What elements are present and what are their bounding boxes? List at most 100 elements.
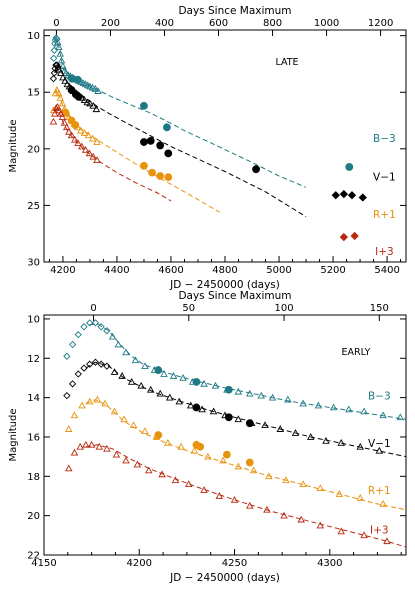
plot-area (49, 34, 367, 242)
data-point-triangle (345, 405, 353, 413)
data-point-circle (196, 442, 205, 451)
data-point-triangle (137, 381, 145, 389)
data-point-triangle (78, 142, 86, 150)
data-point-diamond (91, 319, 100, 327)
data-point-triangle (145, 466, 153, 474)
data-point-circle (140, 138, 148, 146)
x2-tick-label: 200 (101, 18, 120, 29)
y-tick-label: 16 (27, 432, 40, 443)
data-point-triangle (268, 393, 277, 401)
data-point-triangle (230, 495, 239, 503)
series-label-b-3: B−3 (368, 391, 391, 403)
data-point-diamond (103, 327, 111, 335)
data-point-triangle (129, 421, 138, 429)
y-tick-label: 22 (27, 551, 40, 562)
x2-tick-label: 0 (53, 18, 59, 29)
x2-tick-label: 400 (155, 18, 174, 29)
data-point-triangle (71, 135, 79, 143)
series-i-3 (65, 440, 406, 548)
data-point-triangle (211, 381, 220, 389)
data-point-triangle (329, 403, 338, 411)
data-point-triangle (74, 139, 82, 147)
x2-tick-label: 800 (263, 18, 282, 29)
data-point-triangle (322, 436, 330, 444)
data-point-triangle (67, 131, 76, 139)
y-tick-label: 20 (27, 144, 40, 155)
plot-area (63, 319, 406, 548)
y-tick-label: 10 (27, 314, 40, 325)
y-tick-label: 12 (27, 354, 40, 365)
series-label-r-1: R+1 (368, 485, 391, 497)
data-point-triangle (299, 480, 307, 488)
data-point-triangle (85, 149, 94, 157)
data-point-triangle (356, 494, 365, 501)
data-point-filled-diamond (339, 232, 349, 242)
data-point-triangle (234, 462, 243, 470)
data-point-circle (164, 173, 173, 182)
data-point-triangle (87, 440, 96, 448)
data-point-triangle (89, 152, 97, 160)
data-point-diamond (91, 358, 100, 366)
y-tick-label: 30 (27, 258, 40, 269)
x2-axis-label: Days Since Maximum (178, 5, 291, 17)
data-point-triangle (141, 362, 149, 369)
data-point-triangle (209, 407, 218, 415)
data-point-triangle (190, 446, 199, 454)
series-label-b-3: B−3 (373, 133, 396, 145)
series-r-1 (65, 395, 406, 511)
model-curve-i-3 (85, 444, 406, 548)
data-point-triangle (291, 429, 300, 436)
data-point-triangle (127, 377, 136, 385)
data-point-diamond (63, 352, 71, 360)
data-point-triangle (171, 476, 180, 484)
data-point-triangle (94, 87, 102, 94)
data-point-triangle (379, 411, 387, 419)
data-point-triangle (337, 438, 345, 446)
data-point-triangle (56, 93, 64, 101)
series-label-i-3: I+3 (375, 246, 394, 258)
y-tick-label: 14 (27, 393, 40, 404)
x2-tick-label: 50 (182, 303, 195, 314)
data-point-circle (224, 385, 233, 394)
data-point-triangle (120, 415, 128, 423)
series-v-1 (63, 358, 406, 458)
data-point-triangle (146, 385, 155, 393)
data-point-triangle (165, 393, 174, 401)
series-b-3 (50, 34, 354, 188)
data-point-circle (164, 149, 173, 158)
data-point-triangle (234, 415, 243, 423)
data-point-diamond (80, 323, 88, 331)
data-point-triangle (91, 84, 100, 92)
data-point-triangle (396, 413, 405, 421)
data-point-filled-diamond (350, 231, 359, 241)
data-point-circle (140, 101, 148, 110)
data-point-triangle (81, 146, 90, 153)
data-point-triangle (70, 411, 79, 419)
data-point-triangle (92, 105, 101, 113)
data-point-circle (163, 123, 171, 132)
data-point-triangle (246, 501, 254, 509)
data-point-circle (146, 137, 155, 145)
data-point-triangle (65, 464, 73, 472)
data-point-triangle (58, 113, 67, 120)
data-point-triangle (282, 476, 290, 484)
model-curve-v-1 (85, 361, 406, 458)
data-point-triangle (56, 69, 65, 76)
x-tick-label: 5200 (320, 265, 345, 276)
data-point-circle (345, 163, 354, 171)
series-label-r-1: R+1 (373, 209, 396, 221)
series-i-3 (49, 103, 359, 242)
data-point-triangle (177, 442, 185, 450)
y-tick-label: 25 (27, 201, 40, 212)
data-point-triangle (70, 448, 79, 456)
plot-frame (43, 314, 407, 556)
data-point-diamond (103, 362, 111, 370)
model-curve-r-1 (85, 399, 406, 511)
data-point-diamond (86, 360, 94, 368)
data-point-triangle (85, 397, 94, 405)
data-point-triangle (200, 486, 208, 493)
data-point-triangle (80, 96, 89, 104)
data-point-triangle (62, 123, 71, 131)
data-point-triangle (80, 129, 89, 136)
